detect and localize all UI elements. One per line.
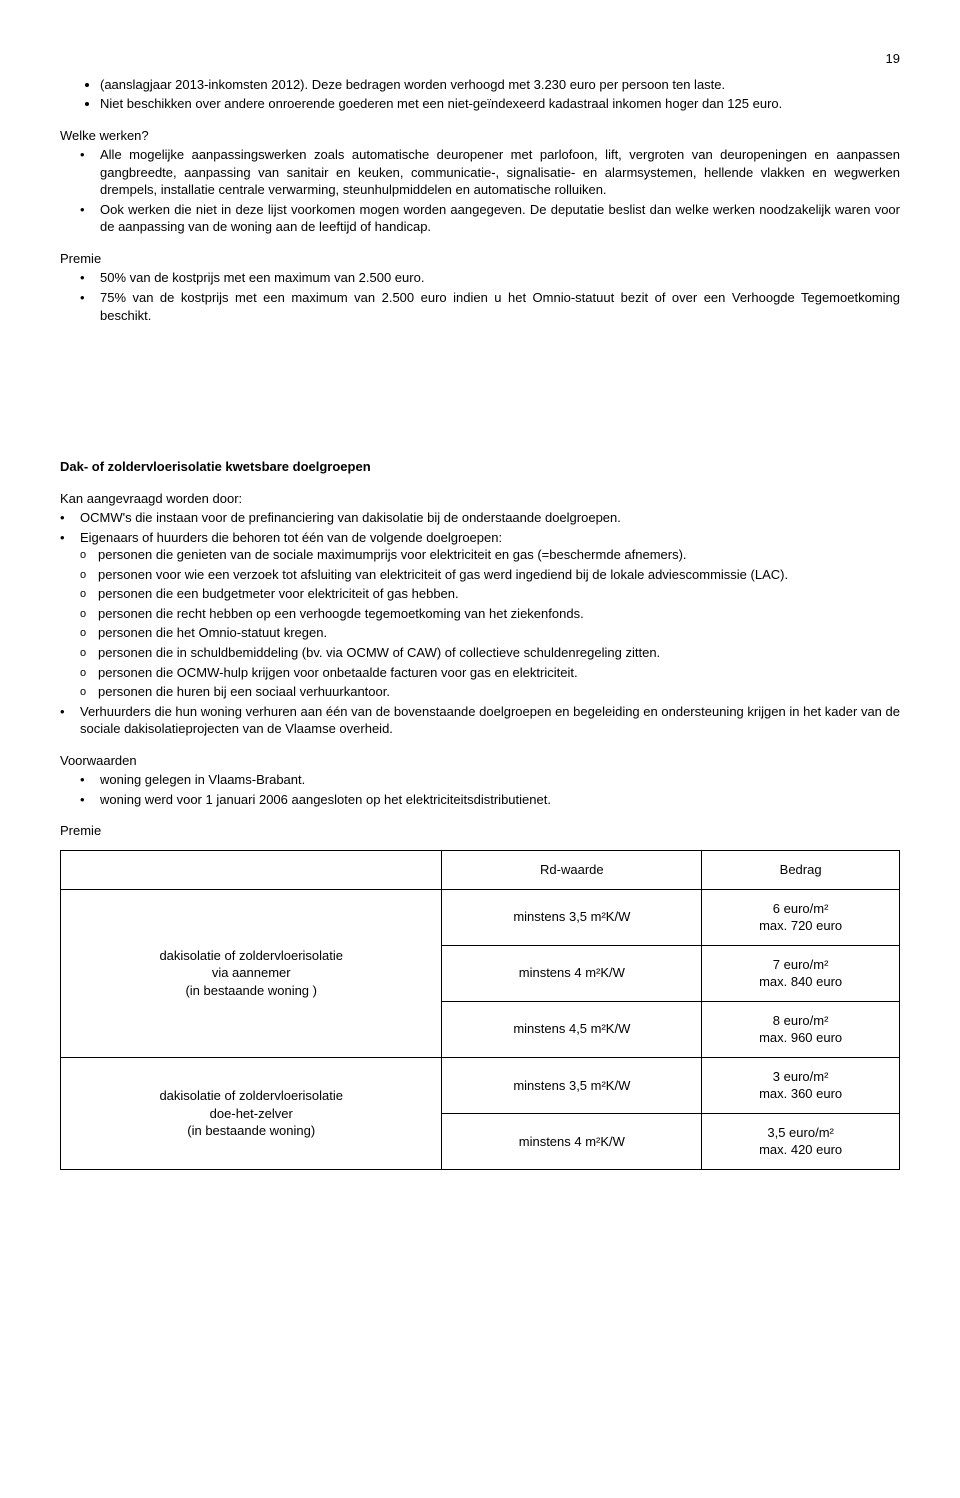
premie2-section: Premie Rd-waardeBedragdakisolatie of zol… <box>60 822 900 1170</box>
table-cell-bedrag: 8 euro/m²max. 960 euro <box>702 1001 900 1057</box>
table-cell-bedrag: 3 euro/m²max. 360 euro <box>702 1057 900 1113</box>
premie1-list: 50% van de kostprijs met een maximum van… <box>60 269 900 324</box>
premie1-section: Premie 50% van de kostprijs met een maxi… <box>60 250 900 324</box>
list-item: 50% van de kostprijs met een maximum van… <box>100 269 900 287</box>
premie2-heading: Premie <box>60 822 900 840</box>
table-cell-rd: minstens 3,5 m²K/W <box>442 889 702 945</box>
sub-list-item: personen die OCMW-hulp krijgen voor onbe… <box>98 664 900 682</box>
table-row: dakisolatie of zoldervloerisolatievia aa… <box>61 889 900 945</box>
list-item: Ook werken die niet in deze lijst voorko… <box>100 201 900 236</box>
werken-section: Welke werken? Alle mogelijke aanpassings… <box>60 127 900 236</box>
werken-list: Alle mogelijke aanpassingswerken zoals a… <box>60 146 900 236</box>
list-item: 75% van de kostprijs met een maximum van… <box>100 289 900 324</box>
table-header: Rd-waarde <box>442 850 702 889</box>
list-item: Alle mogelijke aanpassingswerken zoals a… <box>100 146 900 199</box>
table-header <box>61 850 442 889</box>
sub-list-item: personen die in schuldbemiddeling (bv. v… <box>98 644 900 662</box>
list-item: Eigenaars of huurders die behoren tot éé… <box>80 529 900 701</box>
premie-table: Rd-waardeBedragdakisolatie of zoldervloe… <box>60 850 900 1170</box>
list-item: woning werd voor 1 januari 2006 aangeslo… <box>100 791 900 809</box>
voorwaarden-section: Voorwaarden woning gelegen in Vlaams-Bra… <box>60 752 900 809</box>
table-cell-bedrag: 6 euro/m²max. 720 euro <box>702 889 900 945</box>
table-cell-rd: minstens 4 m²K/W <box>442 1113 702 1169</box>
table-rowhead: dakisolatie of zoldervloerisolatiedoe-he… <box>61 1057 442 1169</box>
werken-heading: Welke werken? <box>60 127 900 145</box>
page-number: 19 <box>60 50 900 68</box>
table-cell-rd: minstens 4,5 m²K/W <box>442 1001 702 1057</box>
list-item: Verhuurders die hun woning verhuren aan … <box>80 703 900 738</box>
table-cell-rd: minstens 4 m²K/W <box>442 945 702 1001</box>
dak-kan-heading: Kan aangevraagd worden door: <box>60 490 900 508</box>
sub-list-item: personen die genieten van de sociale max… <box>98 546 900 564</box>
table-cell-rd: minstens 3,5 m²K/W <box>442 1057 702 1113</box>
sub-list: personen die genieten van de sociale max… <box>80 546 900 700</box>
sub-list-item: personen die een budgetmeter voor elektr… <box>98 585 900 603</box>
table-rowhead: dakisolatie of zoldervloerisolatievia aa… <box>61 889 442 1057</box>
list-item: OCMW's die instaan voor de prefinancieri… <box>80 509 900 527</box>
table-cell-bedrag: 7 euro/m²max. 840 euro <box>702 945 900 1001</box>
sub-list-item: personen voor wie een verzoek tot afslui… <box>98 566 900 584</box>
list-item: Niet beschikken over andere onroerende g… <box>100 95 900 113</box>
list-item: woning gelegen in Vlaams-Brabant. <box>100 771 900 789</box>
table-row: dakisolatie of zoldervloerisolatiedoe-he… <box>61 1057 900 1113</box>
dak-list: OCMW's die instaan voor de prefinancieri… <box>60 509 900 738</box>
dak-section: Dak- of zoldervloerisolatie kwetsbare do… <box>60 458 900 738</box>
sub-list-item: personen die het Omnio-statuut kregen. <box>98 624 900 642</box>
voorwaarden-list: woning gelegen in Vlaams-Brabant. woning … <box>60 771 900 808</box>
sub-list-item: personen die huren bij een sociaal verhu… <box>98 683 900 701</box>
table-header: Bedrag <box>702 850 900 889</box>
list-item: (aanslagjaar 2013-inkomsten 2012). Deze … <box>100 76 900 94</box>
voorwaarden-heading: Voorwaarden <box>60 752 900 770</box>
dak-heading: Dak- of zoldervloerisolatie kwetsbare do… <box>60 458 900 476</box>
table-cell-bedrag: 3,5 euro/m²max. 420 euro <box>702 1113 900 1169</box>
sub-list-item: personen die recht hebben op een verhoog… <box>98 605 900 623</box>
premie1-heading: Premie <box>60 250 900 268</box>
intro-list: (aanslagjaar 2013-inkomsten 2012). Deze … <box>60 76 900 113</box>
